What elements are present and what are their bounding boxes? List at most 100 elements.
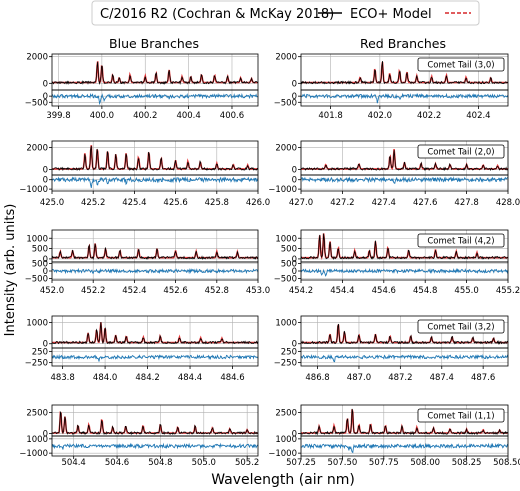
residual-line [51, 442, 259, 450]
x-tick-label: 484.0 [93, 373, 117, 383]
annotation-label: Comet Tail (3,0) [427, 61, 494, 71]
residual-tick-label: −250 [274, 359, 297, 369]
x-tick-label: 400.0 [90, 111, 114, 121]
x-tick-label: 504.8 [148, 458, 172, 468]
residual-tick-label: 0 [43, 176, 48, 186]
y-tick-label: 2000 [275, 144, 297, 154]
annotation-box [417, 144, 505, 159]
x-tick-label: 487.2 [388, 373, 412, 383]
y-tick-label: 0 [43, 79, 48, 89]
x-tick-label: 425.8 [205, 198, 229, 208]
x-tick-label: 454.2 [289, 286, 313, 296]
x-tick-label: 452.0 [40, 286, 64, 296]
residual-line [300, 92, 509, 104]
observed-line [300, 61, 508, 85]
observed-line [300, 233, 509, 260]
x-tick-label: 400.2 [133, 111, 157, 121]
spectrum-frame [51, 404, 259, 437]
x-tick-label: 508.00 [410, 458, 440, 468]
x-tick-label: 504.4 [62, 458, 86, 468]
residual-frame [51, 174, 259, 192]
observed-line [51, 410, 259, 436]
legend-title: C/2016 R2 (Cochran & McKay 2018) [100, 7, 334, 22]
y-tick-label: 0 [292, 255, 297, 265]
residual-tick-label: −500 [25, 98, 48, 108]
x-tick-label: 427.8 [454, 198, 478, 208]
residual-line [51, 92, 259, 106]
y-tick-label: 0 [292, 429, 297, 439]
observed-line [51, 322, 259, 345]
x-tick-label: 399.8 [46, 111, 70, 121]
x-tick-label: 484.2 [135, 373, 159, 383]
x-tick-label: 484.6 [220, 373, 244, 383]
x-tick-label: 487.4 [430, 373, 454, 383]
x-tick-label: 427.0 [289, 198, 313, 208]
residual-tick-label: 250 [281, 347, 297, 357]
x-tick-label: 400.4 [176, 111, 200, 121]
residual-frame [51, 347, 259, 367]
residual-tick-label: 500 [281, 260, 297, 270]
model-line [52, 411, 258, 435]
observed-line [51, 61, 259, 86]
spectrum-frame [51, 140, 259, 176]
x-tick-label: 454.4 [330, 286, 354, 296]
annotation-box [417, 408, 505, 423]
x-tick-label: 508.25 [452, 458, 482, 468]
x-tick-label: 402.4 [466, 111, 490, 121]
residual-tick-label: −500 [25, 275, 48, 285]
y-tick-label: 0 [43, 429, 48, 439]
x-axis-label: Wavelength (air nm) [211, 472, 355, 488]
residual-line [300, 353, 509, 363]
panel-1-1: 427.0 427.2 427.4 427.6 427.8 428.0200000−100… [268, 140, 520, 208]
x-tick-label: 487.0 [347, 373, 371, 383]
residual-frame [51, 435, 259, 457]
residual-tick-label: −1000 [268, 449, 297, 459]
residual-line [300, 176, 508, 184]
residual-tick-label: −500 [274, 275, 297, 285]
x-tick-label: 402.0 [368, 111, 392, 121]
y-tick-label: 0 [43, 166, 48, 176]
x-tick-label: 453.0 [246, 286, 270, 296]
residual-frame [300, 89, 509, 107]
residual-tick-label: −1000 [19, 185, 48, 195]
y-tick-label: 2000 [26, 144, 48, 154]
residual-tick-label: −1000 [19, 449, 48, 459]
y-tick-label: 500 [32, 245, 48, 255]
residual-line [51, 267, 259, 275]
annotation-label: Comet Tail (1,1) [427, 412, 494, 422]
observed-line [51, 243, 259, 261]
x-tick-label: 400.6 [220, 111, 244, 121]
x-tick-label: 452.4 [122, 286, 146, 296]
panel-4-1: 507.25 507.50 507.75 508.00 508.25 508.50 2500… [268, 404, 520, 468]
x-tick-label: 455.2 [496, 286, 520, 296]
model-line [52, 322, 258, 344]
x-tick-label: 425.2 [81, 198, 105, 208]
y-tick-label: 2000 [275, 53, 297, 63]
x-tick-label: 508.50 [493, 458, 520, 468]
x-tick-label: 427.4 [372, 198, 396, 208]
residual-line [300, 267, 509, 277]
x-tick-label: 401.8 [318, 111, 342, 121]
column-title-red: Red Branches [360, 36, 446, 51]
annotation-label: Comet Tail (2,0) [427, 148, 494, 158]
residual-tick-label: −250 [25, 359, 48, 369]
model-line [52, 243, 258, 259]
y-tick-label: 1000 [275, 234, 297, 244]
residual-tick-label: 250 [32, 347, 48, 357]
y-tick-label: 2500 [26, 409, 48, 419]
y-tick-label: 500 [281, 245, 297, 255]
annotation-box [417, 57, 505, 72]
observed-line [300, 150, 509, 172]
x-tick-label: 483.8 [50, 373, 74, 383]
residual-tick-label: 0 [292, 176, 297, 186]
observed-line [300, 408, 509, 436]
x-tick-label: 402.2 [417, 111, 441, 121]
annotation-label: Comet Tail (4,2) [427, 237, 494, 247]
residual-tick-label: 0 [43, 267, 48, 277]
y-tick-label: 2500 [275, 409, 297, 419]
x-tick-label: 452.2 [81, 286, 105, 296]
residual-line [300, 442, 509, 454]
